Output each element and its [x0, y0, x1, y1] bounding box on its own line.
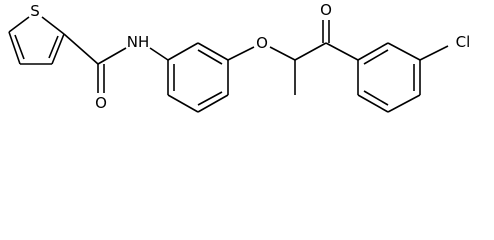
atom-label: O [320, 1, 332, 19]
bonds [8, 16, 449, 113]
atom-label: O [256, 34, 268, 52]
atom-label: O [95, 94, 107, 112]
atom-label: NH [127, 33, 150, 51]
atom-label: S [30, 2, 40, 20]
atom-label: Cl [456, 33, 471, 51]
structure-diagram: S O NH O O Cl [8, 1, 471, 113]
